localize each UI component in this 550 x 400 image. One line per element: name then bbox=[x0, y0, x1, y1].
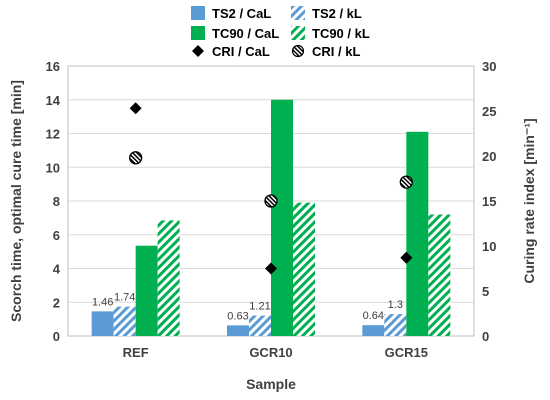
legend-swatch-ts2-kl bbox=[291, 6, 305, 20]
bar bbox=[362, 325, 385, 336]
x-tick-label: REF bbox=[123, 345, 149, 360]
legend-item-tc90-kl[interactable]: TC90 / kL bbox=[291, 26, 370, 41]
cri-kl-marker bbox=[399, 175, 413, 189]
y2-tick-label: 30 bbox=[482, 59, 496, 74]
legend-swatch-ts2-cal bbox=[191, 6, 205, 20]
bar bbox=[249, 315, 271, 336]
legend-label-cri-kl: CRI / kL bbox=[312, 44, 360, 59]
x-axis-ticks: REF GCR10 GCR15 bbox=[123, 345, 428, 360]
legend-label-tc90-cal: TC90 / CaL bbox=[212, 26, 279, 41]
data-label: 1.74 bbox=[114, 292, 135, 304]
data-label: 1.46 bbox=[92, 296, 113, 308]
legend-label-ts2-cal: TS2 / CaL bbox=[212, 6, 271, 21]
bars bbox=[91, 99, 451, 336]
bar bbox=[428, 214, 451, 336]
y-tick-label: 8 bbox=[53, 194, 60, 209]
legend-item-ts2-cal[interactable]: TS2 / CaL bbox=[191, 6, 271, 21]
data-label: 1.3 bbox=[388, 299, 403, 311]
y-tick-label: 0 bbox=[53, 329, 60, 344]
x-tick-label: GCR15 bbox=[385, 345, 428, 360]
legend-item-cri-cal[interactable]: CRI / CaL bbox=[192, 44, 270, 59]
bar bbox=[227, 325, 249, 336]
legend-item-ts2-kl[interactable]: TS2 / kL bbox=[291, 6, 362, 21]
cri-cal-marker bbox=[400, 251, 413, 264]
y2-axis-title: Curing rate index [min⁻¹] bbox=[521, 118, 537, 283]
legend-swatch-tc90-kl bbox=[291, 26, 305, 40]
bar bbox=[384, 314, 407, 336]
data-label: 0.63 bbox=[227, 310, 248, 322]
y-tick-label: 12 bbox=[46, 127, 60, 142]
y-tick-label: 10 bbox=[46, 160, 60, 175]
y-axis-title: Scorch time, optimal cure time [min] bbox=[8, 80, 24, 322]
y2-axis-ticks: 0 5 10 15 20 25 30 bbox=[482, 59, 496, 344]
y-axis-ticks: 0 2 4 6 8 10 12 14 16 bbox=[46, 59, 61, 344]
bar bbox=[91, 311, 114, 336]
bar bbox=[293, 202, 315, 336]
legend-item-tc90-cal[interactable]: TC90 / CaL bbox=[191, 26, 279, 41]
legend-label-tc90-kl: TC90 / kL bbox=[312, 26, 370, 41]
x-tick-label: GCR10 bbox=[249, 345, 292, 360]
x-axis-title: Sample bbox=[246, 376, 296, 392]
cri-cal-marker bbox=[129, 102, 142, 115]
y2-tick-label: 0 bbox=[482, 329, 489, 344]
y-tick-label: 4 bbox=[53, 262, 61, 277]
bar bbox=[113, 306, 136, 336]
y-tick-label: 14 bbox=[46, 93, 61, 108]
bar bbox=[157, 220, 180, 336]
markers bbox=[129, 102, 413, 275]
y2-tick-label: 10 bbox=[482, 239, 496, 254]
y2-tick-label: 25 bbox=[482, 104, 496, 119]
cri-cal-marker bbox=[265, 262, 277, 275]
y-tick-label: 2 bbox=[53, 295, 60, 310]
legend-label-cri-cal: CRI / CaL bbox=[212, 44, 270, 59]
cri-kl-marker bbox=[264, 194, 278, 208]
data-label: 1.21 bbox=[249, 301, 270, 313]
legend-item-cri-kl[interactable]: CRI / kL bbox=[291, 44, 361, 59]
y-tick-label: 6 bbox=[53, 228, 60, 243]
legend-label-ts2-kl: TS2 / kL bbox=[312, 6, 362, 21]
legend-hatched-circle-icon bbox=[291, 44, 305, 58]
data-label: 0.64 bbox=[363, 310, 384, 322]
legend: TS2 / CaL TS2 / kL TC90 / CaL TC90 / kL … bbox=[191, 6, 370, 59]
bar bbox=[406, 131, 429, 336]
cri-kl-marker bbox=[129, 151, 143, 165]
bar bbox=[135, 245, 158, 336]
y2-tick-label: 20 bbox=[482, 149, 496, 164]
legend-swatch-tc90-cal bbox=[191, 26, 205, 40]
y2-tick-label: 15 bbox=[482, 194, 496, 209]
y-tick-label: 16 bbox=[46, 59, 60, 74]
legend-diamond-icon bbox=[192, 45, 204, 57]
data-labels: 1.46 0.63 0.64 1.74 1.21 1.3 bbox=[92, 292, 403, 323]
bar bbox=[271, 99, 293, 336]
y2-tick-label: 5 bbox=[482, 284, 489, 299]
